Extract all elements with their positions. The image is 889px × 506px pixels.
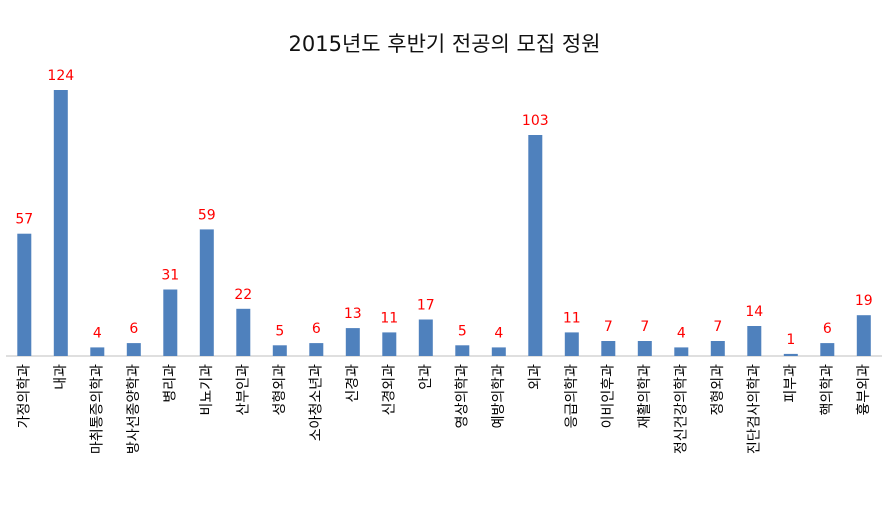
value-label-4: 31 [161,268,179,284]
bar-2 [90,347,105,356]
category-label-21: 피부과 [783,364,799,403]
category-label-12: 영상의학과 [454,364,470,429]
value-label-1: 124 [47,68,74,84]
category-label-16: 이비인후과 [600,364,616,429]
value-label-2: 4 [93,325,102,341]
value-label-9: 13 [344,306,362,322]
value-label-5: 59 [198,207,216,223]
value-label-21: 1 [786,332,795,348]
bar-15 [564,332,579,356]
category-label-23: 흉부외과 [856,364,872,416]
bars-group [17,90,871,356]
category-label-9: 신경과 [345,364,361,403]
bar-22 [820,343,835,356]
category-label-8: 소아청소년과 [308,364,324,441]
category-label-5: 비뇨기과 [199,364,215,416]
bar-0 [17,233,32,356]
category-label-4: 병리과 [162,364,178,403]
value-label-13: 4 [494,325,503,341]
category-label-1: 내과 [53,364,69,390]
category-label-13: 예방의학과 [491,364,507,429]
bar-8 [309,343,324,356]
bar-18 [674,347,689,356]
category-label-20: 진단검사의학과 [746,364,762,454]
bar-11 [418,319,433,356]
value-label-11: 17 [417,298,435,314]
bar-14 [528,135,543,356]
value-label-8: 6 [312,321,321,337]
bar-10 [382,332,397,356]
value-label-23: 19 [855,293,873,309]
value-label-3: 6 [129,321,138,337]
category-label-15: 응급의학과 [564,364,580,429]
value-label-10: 11 [380,310,398,326]
bar-12 [455,345,470,356]
value-label-6: 22 [234,287,252,303]
category-label-6: 산부인과 [235,364,251,416]
bar-19 [710,341,725,356]
category-label-0: 가정의학과 [16,364,32,429]
bar-21 [783,353,798,356]
bar-4 [163,289,178,356]
category-label-14: 외과 [527,364,543,390]
value-label-22: 6 [823,321,832,337]
bar-7 [272,345,287,356]
value-label-16: 7 [604,319,613,335]
value-label-0: 57 [15,212,33,228]
category-label-18: 정신건강의학과 [673,364,689,454]
value-label-15: 11 [563,310,581,326]
category-label-11: 안과 [418,364,434,390]
bar-1 [53,90,68,356]
value-labels-group: 57 124 4 6 31 59 22 5 6 13 11 17 5 4 103 11 7 7 4 7 14 1 6 19 [15,68,872,348]
bar-16 [601,341,616,356]
bar-17 [637,341,652,356]
bar-9 [345,328,360,356]
value-label-18: 4 [677,325,686,341]
category-label-10: 신경외과 [381,364,397,416]
bar-3 [126,343,141,356]
value-label-19: 7 [713,319,722,335]
category-label-7: 성형외과 [272,364,288,416]
category-label-17: 재활의학과 [637,364,653,429]
value-label-7: 5 [275,323,284,339]
bar-5 [199,229,214,356]
category-labels-group: 가정의학과 내과 마취통증의학과 방사선종양학과 병리과 비뇨기과 산부인과 성형외과 소아청소… [16,364,872,454]
category-label-22: 핵의학과 [819,364,835,416]
value-label-12: 5 [458,323,467,339]
bar-23 [856,315,871,356]
bar-13 [491,347,506,356]
category-label-3: 방사선종양학과 [126,364,142,454]
chart-title: 2015년도 후반기 전공의 모집 정원 [288,32,601,56]
value-label-14: 103 [522,113,549,129]
bar-20 [747,326,762,356]
bar-6 [236,308,251,356]
category-label-19: 정형외과 [710,364,726,416]
category-label-2: 마취통증의학과 [89,364,105,454]
value-label-20: 14 [745,304,763,320]
value-label-17: 7 [640,319,649,335]
